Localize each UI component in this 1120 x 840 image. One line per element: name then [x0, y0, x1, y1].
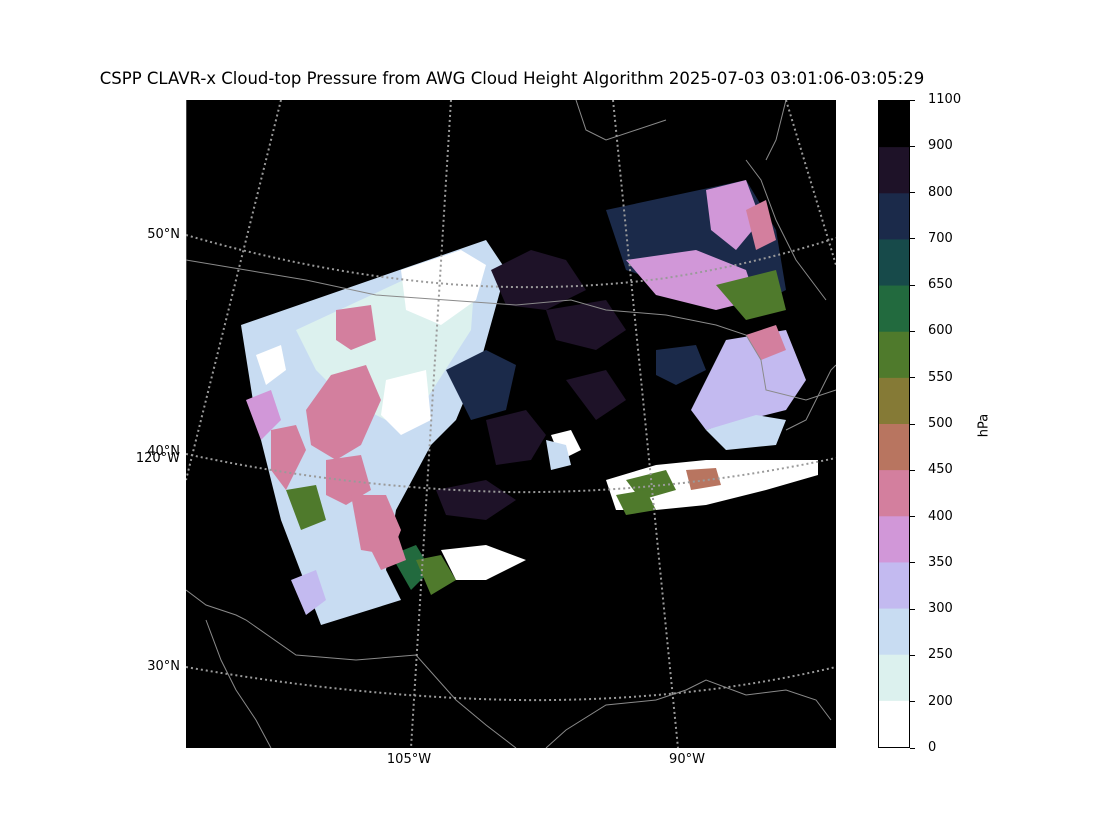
lat-label-30: 30°N	[147, 659, 180, 674]
colorbar-tick-mark	[910, 284, 915, 286]
colorbar-tick-label: 1100	[928, 92, 962, 107]
colorbar-tick-label: 650	[928, 277, 953, 293]
colorbar-swatch	[879, 101, 909, 148]
colorbar-tick-label: 300	[928, 601, 953, 617]
colorbar-tick-label: 600	[928, 323, 953, 339]
colorbar-tick-mark	[910, 701, 915, 703]
colorbar-swatch	[879, 377, 909, 425]
colorbar-swatch	[879, 654, 909, 702]
colorbar-tick-label: 700	[928, 230, 953, 246]
colorbar	[878, 100, 910, 748]
colorbar-swatch	[879, 147, 909, 194]
colorbar-swatch	[879, 239, 909, 287]
colorbar-tick-mark	[910, 747, 915, 749]
colorbar-tick-label: 250	[928, 647, 953, 663]
colorbar-tick-mark	[910, 99, 915, 101]
colorbar-swatch	[879, 424, 909, 471]
colorbar-tick-mark	[910, 192, 915, 194]
colorbar-tick-label: 400	[928, 508, 953, 524]
lat-label-40: 40°N	[147, 444, 180, 459]
colorbar-tick-mark	[910, 654, 915, 656]
colorbar-swatch	[879, 700, 909, 747]
chart-title: CSPP CLAVR-x Cloud-top Pressure from AWG…	[99, 69, 925, 88]
lat-label-50: 50°N	[147, 227, 180, 242]
colorbar-tick-label: 550	[928, 369, 953, 385]
colorbar-tick-label: 350	[928, 554, 953, 570]
colorbar-swatch	[879, 562, 909, 610]
cloud-region-central	[491, 250, 586, 310]
colorbar-swatch	[879, 193, 909, 240]
colorbar-tick-mark	[910, 562, 915, 564]
colorbar-tick-mark	[910, 423, 915, 425]
colorbar-swatch	[879, 285, 909, 333]
colorbar-tick-label: 900	[928, 138, 953, 154]
lon-label-90w: 90°W	[669, 752, 705, 767]
colorbar-tick-mark	[910, 238, 915, 240]
graticule	[186, 100, 836, 748]
colorbar-tick-label: 450	[928, 462, 953, 478]
colorbar-tick-mark	[910, 608, 915, 610]
lon-label-120w: 120°W	[135, 451, 180, 466]
colorbar-tick-label: 500	[928, 416, 953, 431]
colorbar-tick-label: 0	[928, 740, 937, 755]
colorbar-swatch	[879, 516, 909, 563]
lon-label-105w: 105°W	[386, 752, 432, 767]
map-canvas	[186, 100, 836, 748]
colorbar-units: hPa	[976, 413, 992, 438]
colorbar-tick-label: 800	[928, 184, 953, 200]
coastlines	[186, 100, 836, 748]
colorbar-swatch	[879, 470, 909, 517]
colorbar-tick-mark	[910, 330, 915, 332]
colorbar-tick-mark	[910, 377, 915, 379]
colorbar-tick-label: 200	[928, 693, 953, 709]
colorbar-tick-mark	[910, 469, 915, 471]
colorbar-swatch	[879, 331, 909, 379]
colorbar-swatch	[879, 608, 909, 656]
colorbar-tick-mark	[910, 145, 915, 147]
colorbar-swatches	[879, 101, 909, 747]
map-panel[interactable]	[186, 100, 836, 748]
colorbar-tick-mark	[910, 516, 915, 518]
